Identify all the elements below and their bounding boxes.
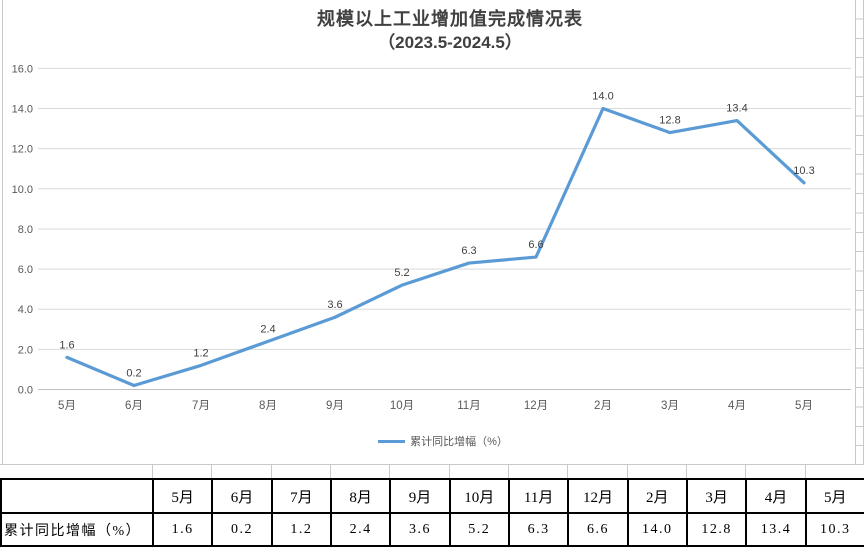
y-axis-tick-label: 6.0 — [18, 264, 33, 276]
x-axis-category-label: 7月 — [192, 400, 210, 412]
table-value-cell[interactable]: 10.3 — [804, 512, 864, 547]
data-point-label: 10.3 — [793, 165, 814, 177]
sheet-gridline-above-table — [0, 464, 864, 465]
chart-legend: 累计同比增幅（%） — [35, 433, 851, 449]
table-row-label-cell[interactable]: 累计同比增幅（%） — [0, 512, 154, 547]
sheet-cell-tick — [567, 465, 569, 478]
x-axis-category-label: 8月 — [259, 400, 277, 412]
table-value-cell[interactable]: 2.4 — [329, 512, 392, 547]
data-point-label: 2.4 — [260, 323, 275, 335]
data-point-label: 0.2 — [126, 367, 141, 379]
x-axis-category-label: 9月 — [326, 400, 344, 412]
series-line — [65, 106, 806, 388]
sheet-cell-tick — [448, 465, 450, 478]
table-month-header-cell[interactable]: 4月 — [745, 478, 807, 514]
table-value-cell[interactable]: 0.2 — [211, 512, 273, 547]
table-value-cell[interactable]: 1.6 — [151, 512, 214, 547]
table-month-header-cell[interactable]: 2月 — [626, 478, 688, 514]
x-axis-category-label: 2月 — [594, 400, 612, 412]
x-axis-category-label: 6月 — [125, 400, 143, 412]
table-value-cell[interactable]: 1.2 — [270, 512, 332, 547]
table-month-header-cell[interactable]: 5月 — [804, 478, 864, 514]
sheet-gridline-left — [2, 0, 3, 464]
sheet-cell-tick — [330, 465, 331, 478]
data-point-label: 5.2 — [394, 267, 409, 279]
table-value-cell[interactable]: 6.6 — [567, 512, 629, 547]
table-value-cell[interactable]: 13.4 — [745, 512, 807, 547]
y-axis-tick-label: 14.0 — [12, 104, 33, 116]
sheet-cell-tick — [508, 465, 509, 478]
y-axis-tick-label: 10.0 — [12, 184, 33, 196]
sheet-cell-tick — [804, 465, 806, 478]
x-axis-category-label: 10月 — [390, 400, 414, 412]
table-month-header-cell[interactable]: 7月 — [270, 478, 332, 514]
chart-subtitle: （2023.5-2024.5） — [378, 33, 522, 52]
table-value-cell[interactable]: 6.3 — [507, 512, 570, 547]
sheet-cell-tick — [389, 465, 391, 478]
table-month-header-cell[interactable]: 9月 — [389, 478, 451, 514]
table-value-cell[interactable]: 14.0 — [626, 512, 688, 547]
table-month-header-cell[interactable]: 6月 — [211, 478, 273, 514]
data-point-label: 14.0 — [592, 91, 613, 103]
table-month-header-cell[interactable]: 10月 — [448, 478, 510, 514]
x-axis-category-label: 5月 — [58, 400, 76, 412]
table-corner-cell[interactable] — [0, 478, 154, 514]
line-chart[interactable]: 0.0 2.0 4.0 6.0 8.0 10.0 12.0 14.0 16.0 5月 6月 7月 8月 9… — [0, 0, 864, 464]
y-axis-tick-label: 0.0 — [18, 385, 33, 397]
x-axis-category-label: 5月 — [795, 400, 813, 412]
table-month-header-cell[interactable]: 8月 — [329, 478, 392, 514]
table-value-cell[interactable]: 3.6 — [389, 512, 451, 547]
table-month-header-cell[interactable]: 11月 — [507, 478, 570, 514]
y-axis-tick-label: 12.0 — [12, 144, 33, 156]
chart-title-block: 规模以上工业增加值完成情况表 （2023.5-2024.5） — [40, 7, 860, 55]
table-value-cell[interactable]: 5.2 — [448, 512, 510, 547]
sheet-cell-tick — [626, 465, 628, 478]
data-point-label: 13.4 — [726, 103, 747, 115]
table-value-cell[interactable]: 12.8 — [685, 512, 748, 547]
sheet-cell-tick — [152, 465, 153, 478]
x-axis-category-label: 11月 — [457, 400, 480, 412]
y-axis-tick-label: 4.0 — [18, 304, 33, 316]
data-point-label: 1.2 — [193, 347, 208, 359]
data-point-label: 1.6 — [59, 339, 74, 351]
table-month-header-cell[interactable]: 12月 — [567, 478, 629, 514]
chart-title: 规模以上工业增加值完成情况表 — [317, 9, 583, 29]
table-month-header-cell[interactable]: 3月 — [685, 478, 748, 514]
legend-line-swatch — [378, 439, 406, 443]
table-value-row: 累计同比增幅（%） 1.6 0.2 1.2 2.4 3.6 5.2 6.3 6.6 14.0 12.… — [0, 512, 864, 547]
x-axis-category-label: 3月 — [661, 400, 679, 412]
x-axis-category-label: 4月 — [728, 400, 746, 412]
sheet-cell-tick — [686, 465, 687, 478]
y-axis-tick-label: 16.0 — [12, 63, 33, 75]
data-point-label: 12.8 — [659, 115, 680, 127]
data-point-label: 6.6 — [528, 239, 543, 251]
data-point-label: 3.6 — [327, 299, 342, 311]
x-axis-category-label: 12月 — [524, 400, 548, 412]
sheet-cell-tick — [270, 465, 272, 478]
legend-series-label: 累计同比增幅（%） — [410, 436, 508, 448]
table-header-row: 5月 6月 7月 8月 9月 10月 11月 12月 2月 3月 4月 5月 — [0, 478, 864, 514]
sheet-cell-tick — [211, 465, 213, 478]
y-axis-tick-label: 8.0 — [18, 224, 33, 236]
sheet-cell-tick — [745, 465, 747, 478]
y-axis-tick-label: 2.0 — [18, 344, 33, 356]
data-point-label: 6.3 — [461, 245, 476, 257]
table-month-header-cell[interactable]: 5月 — [151, 478, 214, 514]
data-table: 5月 6月 7月 8月 9月 10月 11月 12月 2月 3月 4月 5月 累计同比增幅（%） 1.6… — [0, 478, 864, 547]
